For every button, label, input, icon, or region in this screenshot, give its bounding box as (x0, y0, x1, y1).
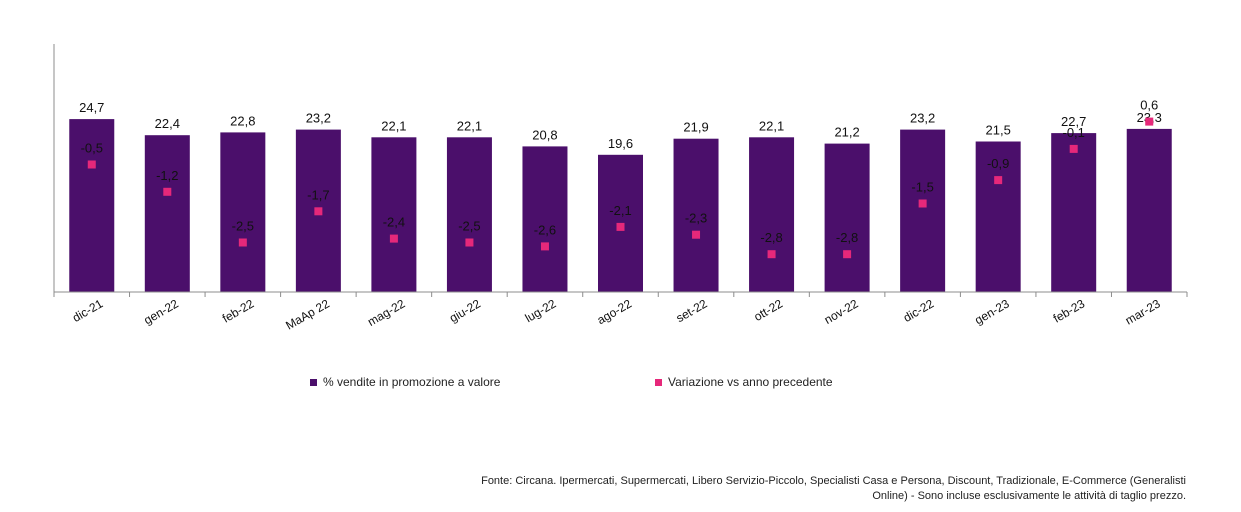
marker-point (616, 222, 625, 231)
bar (522, 146, 568, 292)
bar (446, 137, 492, 292)
legend-swatch-bars (310, 378, 317, 386)
bar (824, 143, 870, 292)
marker-point (87, 160, 96, 169)
marker-point (465, 238, 474, 247)
bar (900, 129, 946, 292)
marker-value-label: -2,8 (760, 230, 782, 245)
marker-point (692, 230, 701, 239)
promo-sales-chart: 24,7 22,4 22,8 23,2 22,1 22,1 20,8 19,6 21,9 22,1… (53, 44, 1188, 333)
x-tick-label: MaAp 22 (283, 296, 332, 332)
marker-point (163, 187, 172, 196)
x-tick-label: giu-22 (447, 296, 483, 325)
marker-point (767, 250, 776, 259)
marker-value-label: -1,5 (911, 180, 933, 195)
legend-label-markers: Variazione vs anno precedente (668, 375, 833, 389)
bar-value-label: 23,2 (306, 111, 331, 126)
x-tick-label: mar-23 (1123, 296, 1163, 327)
bar-value-label: 21,5 (986, 123, 1011, 138)
source-line-1: Fonte: Circana. Ipermercati, Supermercat… (481, 475, 1186, 487)
legend-swatch-markers (655, 378, 662, 386)
bar (144, 135, 190, 292)
marker-point (238, 238, 247, 247)
marker-point (994, 176, 1003, 185)
bar-value-label: 22,1 (381, 118, 406, 133)
marker-value-label: -2,8 (836, 230, 858, 245)
x-tick-label: lug-22 (523, 296, 559, 325)
x-tick-label: gen-22 (141, 296, 181, 327)
bar-value-label: 22,1 (759, 118, 784, 133)
marker-point (1145, 117, 1154, 126)
bar (69, 119, 115, 292)
marker-point (918, 199, 927, 208)
bar (371, 137, 417, 292)
x-tick-label: set-22 (674, 296, 710, 325)
marker-value-label: -2,6 (534, 222, 556, 237)
marker-value-label: 0,6 (1140, 98, 1158, 113)
bar (749, 137, 795, 292)
marker-value-label: -0,1 (1062, 125, 1084, 140)
marker-value-label: -1,7 (307, 187, 329, 202)
marker-value-label: -0,9 (987, 156, 1009, 171)
source-line-2: Online) - Sono incluse esclusivamente le… (872, 490, 1186, 502)
x-tick-label: ago-22 (595, 296, 635, 327)
x-tick-label: nov-22 (822, 296, 861, 327)
bar-value-label: 23,3 (1137, 110, 1162, 125)
bar (1126, 128, 1172, 292)
legend-item-bars: % vendite in promozione a valore (310, 375, 500, 389)
marker-value-label: -0,5 (81, 141, 103, 156)
marker-value-label: -2,4 (383, 215, 405, 230)
bar-value-label: 22,7 (1061, 114, 1086, 129)
marker-point (314, 207, 323, 216)
bar-value-label: 23,2 (910, 111, 935, 126)
legend-item-markers: Variazione vs anno precedente (655, 375, 833, 389)
marker-value-label: -2,5 (458, 219, 480, 234)
x-tick-label: feb-22 (220, 296, 257, 325)
x-tick-label: dic-21 (70, 296, 106, 325)
bar (1051, 133, 1097, 292)
marker-point (843, 250, 852, 259)
x-tick-label: feb-23 (1051, 296, 1088, 325)
x-tick-label: gen-23 (972, 296, 1012, 327)
bar-value-label: 19,6 (608, 136, 633, 151)
marker-series: -0,5 -1,2 -2,5 -1,7 -2,4 -2,5 -2,6 -2,1 -2,3 -2,8… (81, 98, 1158, 259)
bar-value-label: 22,1 (457, 118, 482, 133)
source-note: Fonte: Circana. Ipermercati, Supermercat… (420, 474, 1186, 504)
bar (673, 138, 719, 292)
x-tick-label: dic-22 (901, 296, 937, 325)
marker-value-label: -2,1 (609, 203, 631, 218)
x-tick-label: ott-22 (751, 296, 785, 324)
bar-value-label: 21,9 (683, 120, 708, 135)
marker-value-label: -2,5 (232, 219, 254, 234)
bar-value-label: 22,4 (155, 116, 180, 131)
marker-point (540, 242, 549, 251)
bar (220, 132, 266, 292)
bar-value-label: 21,2 (834, 125, 859, 140)
marker-point (389, 234, 398, 243)
bar-value-label: 22,8 (230, 113, 255, 128)
marker-value-label: -2,3 (685, 211, 707, 226)
bar-value-label: 20,8 (532, 127, 557, 142)
x-tick-label: mag-22 (365, 296, 408, 329)
legend-label-bars: % vendite in promozione a valore (323, 375, 501, 389)
bar (975, 141, 1021, 292)
marker-point (1069, 144, 1078, 153)
marker-value-label: -1,2 (156, 168, 178, 183)
bar-series: 24,7 22,4 22,8 23,2 22,1 22,1 20,8 19,6 21,9 22,1… (69, 100, 1172, 292)
bar-value-label: 24,7 (79, 100, 104, 115)
